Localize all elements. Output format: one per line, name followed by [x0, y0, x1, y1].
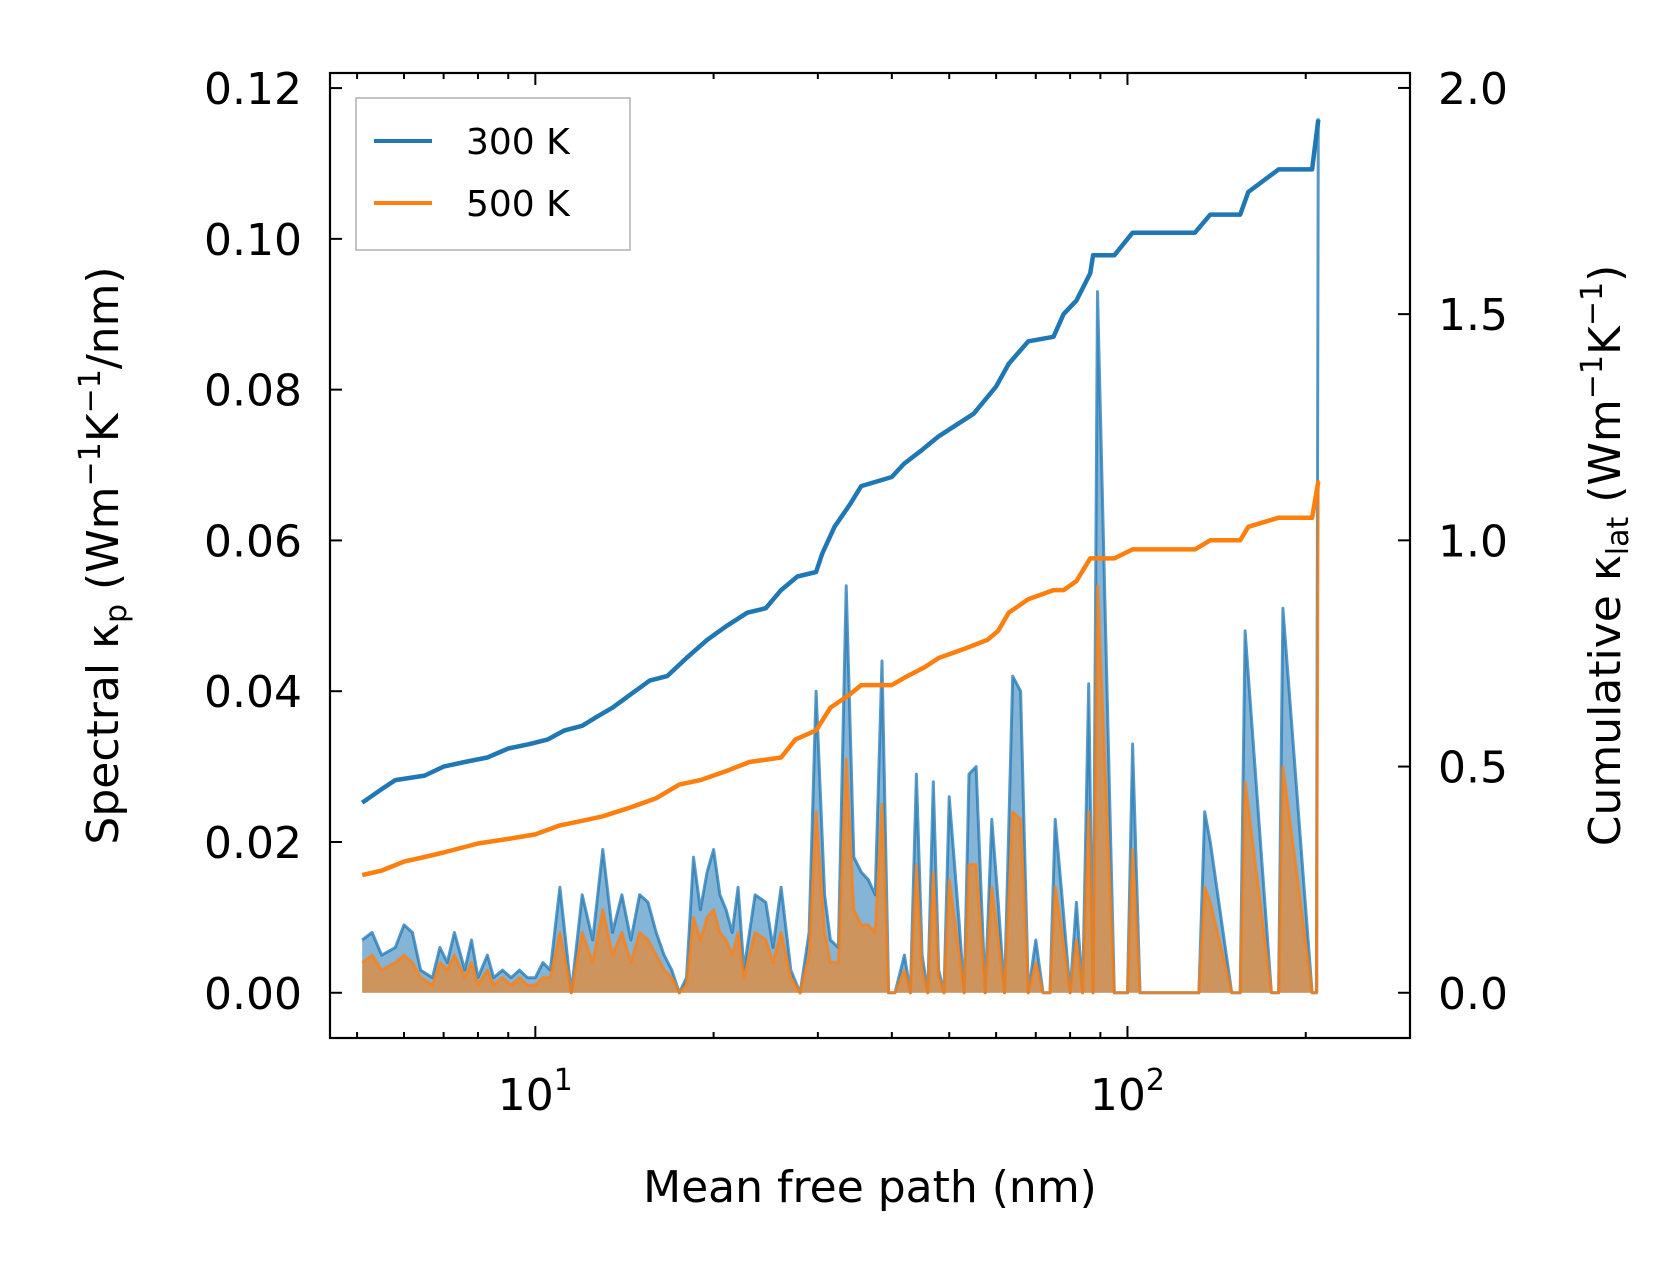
cumulative-series-layer — [360, 119, 1321, 878]
y-right-tick-label: 1.5 — [1438, 290, 1508, 341]
y-left-tick-label: 0.12 — [204, 64, 302, 115]
cumulative-line-500-k — [361, 481, 1321, 878]
y-axis-right-label: Cumulative κlat (Wm−1K−1) — [1575, 265, 1636, 847]
cumulative-line-300-k — [360, 119, 1321, 805]
500-k-spectral-line — [361, 480, 1320, 995]
x-tick-label: 102 — [1090, 1063, 1165, 1121]
y-right-tick-label: 0.0 — [1438, 969, 1508, 1020]
y-left-tick-label: 0.04 — [204, 667, 302, 718]
x-tick-label-base: 10 — [1090, 1070, 1146, 1121]
x-tick-label-exponent: 2 — [1146, 1063, 1165, 1098]
y-right-tick-label: 0.5 — [1438, 743, 1508, 794]
y-axis-left-label: Spectral κp (Wm−1K−1/nm) — [73, 266, 134, 844]
x-tick-label-base: 10 — [498, 1070, 554, 1121]
y-left-tick-label: 0.10 — [204, 215, 302, 266]
legend-label-500k: 500 K — [466, 184, 571, 225]
y-left-tick-label: 0.06 — [204, 516, 302, 567]
x-tick-label-exponent: 1 — [554, 1063, 573, 1098]
axis-ticks — [330, 73, 1411, 1038]
y-left-tick-label: 0.00 — [204, 969, 302, 1020]
x-axis-label: Mean free path (nm) — [643, 1162, 1097, 1213]
spectral-series-layer — [361, 118, 1320, 995]
x-tick-label: 101 — [498, 1063, 573, 1121]
legend: 300 K 500 K — [355, 97, 631, 251]
y-right-tick-label: 2.0 — [1438, 64, 1508, 115]
y-left-tick-label: 0.02 — [204, 818, 302, 869]
y-left-tick-label: 0.08 — [204, 366, 302, 417]
y-right-tick-label: 1.0 — [1438, 516, 1508, 567]
legend-label-300k: 300 K — [466, 122, 571, 163]
legend-box — [355, 97, 631, 251]
plot-frame — [328, 71, 1412, 1040]
axis-tick-labels: 101 1020.000.020.040.060.080.100.120.00.5… — [204, 64, 1508, 1121]
